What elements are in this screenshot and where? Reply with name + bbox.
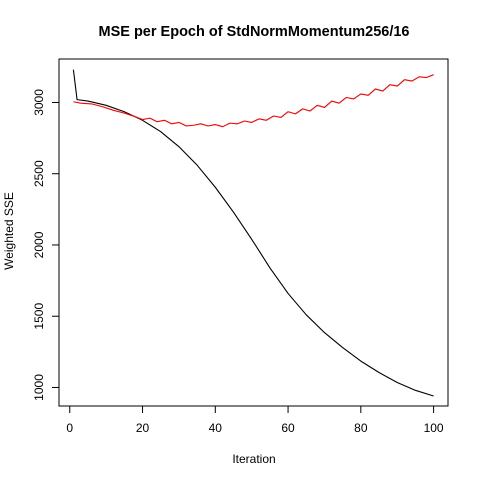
x-tick-label: 100 [424, 421, 444, 435]
y-tick-label: 2000 [32, 231, 46, 258]
series-line-black [72, 69, 434, 397]
chart-title: MSE per Epoch of StdNormMomentum256/16 [99, 24, 410, 40]
y-axis-label: Weighted SSE [2, 192, 16, 270]
x-axis: 0 20 40 60 80 100 [66, 405, 444, 435]
y-tick-label: 3000 [32, 89, 46, 116]
series-layer [72, 69, 434, 397]
series-line-red [73, 74, 434, 128]
y-tick-label: 1500 [32, 303, 46, 330]
x-tick-label: 60 [281, 421, 295, 435]
y-tick-label: 1000 [32, 374, 46, 401]
y-tick-label: 2500 [32, 160, 46, 187]
y-axis: 1000 1500 2000 2500 3000 [32, 89, 60, 401]
x-tick-label: 40 [209, 421, 223, 435]
x-axis-label: Iteration [232, 452, 275, 466]
x-tick-label: 0 [66, 421, 73, 435]
x-tick-label: 80 [354, 421, 368, 435]
x-tick-label: 20 [136, 421, 150, 435]
